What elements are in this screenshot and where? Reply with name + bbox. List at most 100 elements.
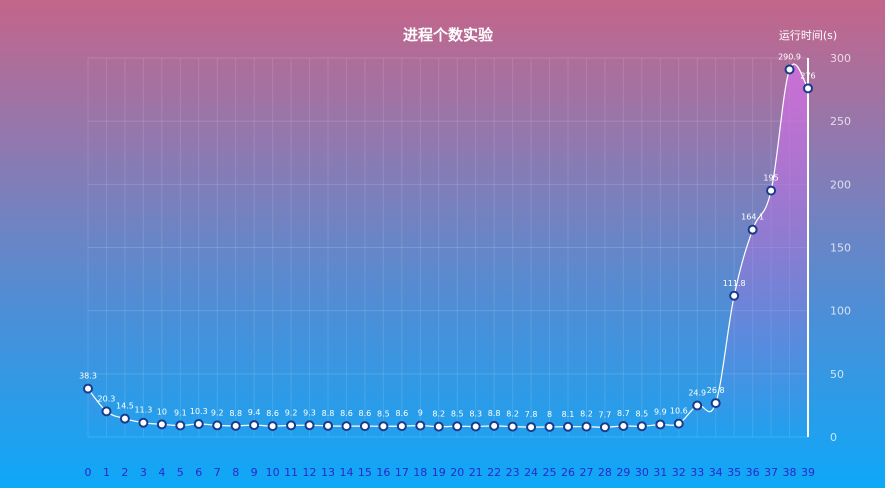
data-point [341, 421, 352, 432]
data-label: 8.7 [617, 409, 630, 418]
data-point [673, 418, 684, 429]
data-point [286, 420, 297, 431]
x-tick-label: 4 [158, 466, 165, 479]
data-label: 8.5 [377, 409, 390, 418]
data-label: 290.9 [778, 52, 801, 61]
data-label: 9.2 [211, 408, 224, 417]
data-point [323, 420, 333, 431]
y-axis-label: 运行时间(s) [779, 29, 837, 42]
data-point [304, 420, 315, 431]
data-label: 8 [547, 410, 552, 419]
data-label: 9.1 [174, 409, 187, 418]
x-tick-label: 16 [376, 466, 390, 479]
x-tick-label: 10 [266, 466, 280, 479]
x-tick-label: 3 [140, 466, 147, 479]
data-point [563, 421, 573, 432]
x-tick-label: 11 [284, 466, 298, 479]
data-label: 8.6 [395, 409, 408, 418]
data-label: 26.8 [707, 386, 725, 395]
x-tick-label: 2 [121, 466, 128, 479]
x-tick-label: 15 [358, 466, 372, 479]
data-label: 9.2 [285, 408, 298, 417]
data-point [119, 413, 130, 424]
x-tick-label: 39 [801, 466, 815, 479]
y-tick-label: 50 [830, 368, 844, 381]
series-line [87, 63, 809, 428]
data-point [766, 185, 777, 196]
data-point [636, 421, 647, 432]
x-tick-label: 27 [579, 466, 593, 479]
data-point [692, 400, 703, 411]
data-label: 9.9 [654, 407, 667, 416]
data-point [507, 421, 518, 432]
x-tick-label: 13 [321, 466, 335, 479]
area-fill [88, 64, 808, 438]
data-point [470, 421, 481, 432]
data-point [544, 421, 555, 432]
data-point [175, 420, 186, 431]
data-labels: 38.320.314.5 11.3 10 9.1 10.3 9.2 8.8 9.4 8.6 9.2… [79, 52, 816, 419]
data-label: 8.2 [432, 410, 445, 419]
x-tick-label: 31 [653, 466, 667, 479]
data-point [655, 419, 666, 430]
data-point [249, 420, 260, 431]
x-tick-label: 12 [303, 466, 317, 479]
x-tick-label: 35 [727, 466, 741, 479]
data-label: 111.8 [723, 279, 746, 288]
x-tick-label: 34 [709, 466, 723, 479]
data-label: 8.6 [266, 409, 279, 418]
data-point [359, 421, 370, 432]
data-point [581, 421, 592, 432]
y-tick-label: 300 [830, 52, 851, 65]
data-label: 8.8 [322, 409, 335, 418]
data-label: 9.4 [248, 408, 261, 417]
data-point [230, 420, 241, 431]
x-tick-label: 0 [85, 466, 92, 479]
x-tick-label: 38 [783, 466, 797, 479]
data-label: 8.5 [635, 409, 648, 418]
data-label: 8.2 [580, 410, 593, 419]
data-point [83, 383, 93, 394]
x-tick-label: 36 [746, 466, 760, 479]
data-point [433, 421, 444, 432]
y-tick-label: 150 [830, 242, 851, 255]
data-point [378, 421, 389, 432]
y-axis: 0 50 100 150 200 250 300 [807, 52, 851, 444]
x-tick-label: 9 [251, 466, 258, 479]
x-tick-label: 32 [672, 466, 686, 479]
data-point [526, 422, 537, 433]
data-point [193, 418, 204, 429]
data-point [101, 406, 112, 417]
area-path [88, 64, 808, 438]
data-point [710, 398, 721, 409]
grid-lines [87, 57, 809, 438]
data-label: 8.8 [488, 409, 501, 418]
data-label: 8.6 [359, 409, 372, 418]
data-point [599, 422, 610, 433]
data-label: 8.8 [229, 409, 242, 418]
data-point [267, 421, 278, 432]
x-axis: 0 1 2 3 4 5 6 7 8 9 10 11 12 13 14 15 16 17 18 19 20 21 22 23 24… [85, 466, 816, 479]
data-points [83, 64, 813, 433]
data-point [156, 419, 167, 430]
data-point [415, 420, 426, 431]
x-tick-label: 5 [177, 466, 184, 479]
data-label: 11.3 [134, 406, 152, 415]
x-tick-label: 22 [487, 466, 501, 479]
data-label: 14.5 [116, 402, 134, 411]
data-point [803, 83, 813, 94]
data-point [747, 224, 758, 235]
x-tick-label: 30 [635, 466, 649, 479]
data-point [396, 421, 407, 432]
chart-title: 进程个数实验 [403, 26, 494, 44]
data-point [729, 290, 740, 301]
data-label: 8.5 [451, 409, 464, 418]
x-tick-label: 14 [339, 466, 353, 479]
data-label: 8.6 [340, 409, 353, 418]
x-tick-label: 18 [413, 466, 427, 479]
data-point [212, 420, 223, 431]
x-tick-label: 17 [395, 466, 409, 479]
x-tick-label: 26 [561, 466, 575, 479]
